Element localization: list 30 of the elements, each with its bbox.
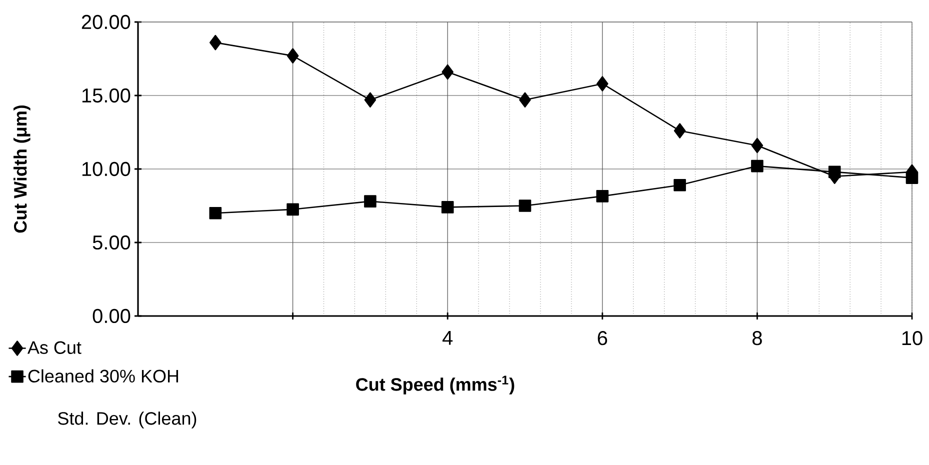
x-tick-label: 10 <box>902 331 922 346</box>
point <box>518 200 532 212</box>
point <box>209 206 222 220</box>
y-tick-label: 10.00 <box>82 162 130 176</box>
point <box>751 160 764 172</box>
text: Std. Dev. (Clean) <box>58 412 196 428</box>
point <box>596 76 608 92</box>
point <box>442 64 454 80</box>
y-tick-label: 20.00 <box>82 14 130 30</box>
x-axis-title: Cut Speed (mms$^{-1}$) <box>356 376 514 394</box>
x-tick-label: 6 <box>598 331 608 346</box>
legend-label: Cleaned 30% KOH <box>28 369 178 383</box>
point <box>674 179 686 192</box>
y-axis-title: Cut Width (μm) <box>14 105 30 233</box>
point <box>596 190 609 202</box>
y-tick-label: 15.00 <box>82 88 130 103</box>
point <box>210 34 222 50</box>
point <box>674 123 686 138</box>
y-tick-label: 5.00 <box>92 235 130 250</box>
point <box>751 138 764 154</box>
x-tick-label: 4 <box>442 331 453 345</box>
legend-label: As Cut <box>27 341 82 354</box>
point <box>441 201 454 214</box>
point <box>364 195 376 208</box>
point <box>286 48 299 64</box>
x-tick-label: 8 <box>752 331 762 346</box>
point <box>519 92 531 108</box>
point <box>364 92 376 108</box>
y-tick-label: 0.00 <box>92 308 130 324</box>
point <box>286 203 299 216</box>
